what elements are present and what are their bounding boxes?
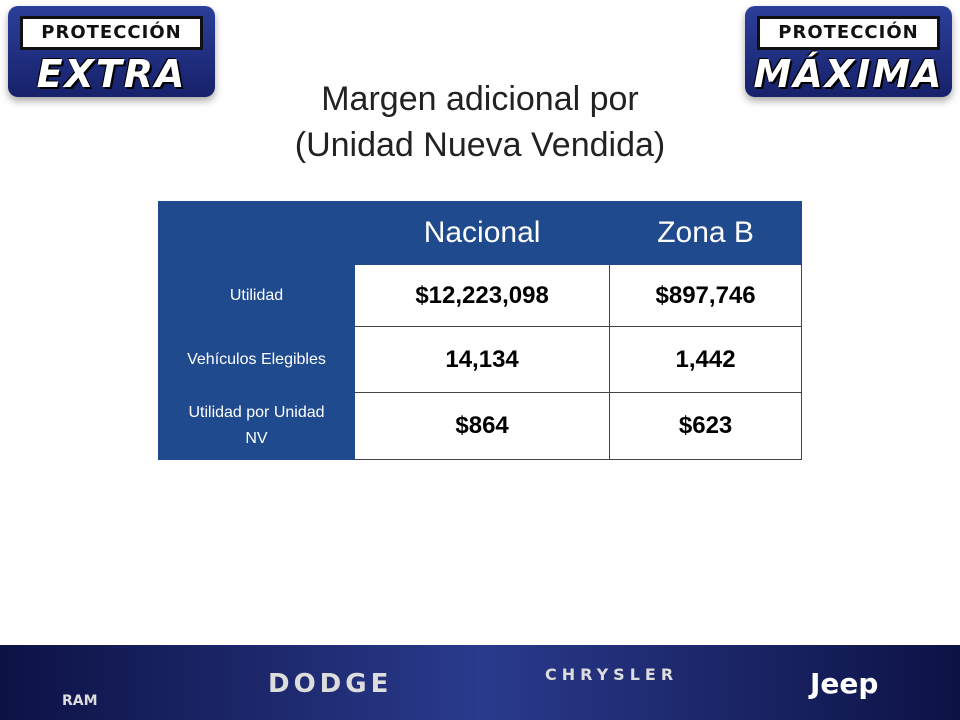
row: Utilidad por Unidad NV $864 $623 [158,392,802,460]
brand: Jeep [810,667,879,700]
badge-bottom: MÁXIMA [753,52,944,96]
row: Vehículos Elegibles 14,134 1,442 [158,326,802,393]
title: Margen adicional por (Unidad Nueva Vendi… [0,76,960,168]
cell: $623 [609,392,802,460]
brand: CHRYSLER [545,665,679,684]
badge-top: PROTECCIÓN [757,16,940,50]
cell: 14,134 [353,326,611,393]
row-label: Utilidad por Unidad NV [158,392,355,460]
badge-bottom: EXTRA [36,52,187,96]
brand: DODGE [268,669,393,699]
badge-top: PROTECCIÓN [20,16,203,50]
row: Utilidad $12,223,098 $897,746 [158,264,802,327]
cell: $12,223,098 [353,264,611,327]
footer: RAM DODGE CHRYSLER Jeep [0,645,960,720]
brand: RAM [62,693,98,709]
column-header: Zona B [609,201,802,265]
header-row: Nacional Zona B [158,201,802,265]
badge: PROTECCIÓN MÁXIMA [745,6,952,97]
cell: $864 [353,392,611,460]
cell: $897,746 [609,264,802,327]
row-label: Vehículos Elegibles [158,326,355,393]
cell: 1,442 [609,326,802,393]
column-header: Nacional [353,201,611,265]
table: Nacional Zona B Utilidad $12,223,098 $89… [158,201,802,460]
corner [158,201,355,265]
title-line: (Unidad Nueva Vendida) [294,126,666,164]
badge: PROTECCIÓN EXTRA [8,6,215,97]
row-label: Utilidad [158,264,355,327]
title-line: Margen adicional por [321,80,639,118]
